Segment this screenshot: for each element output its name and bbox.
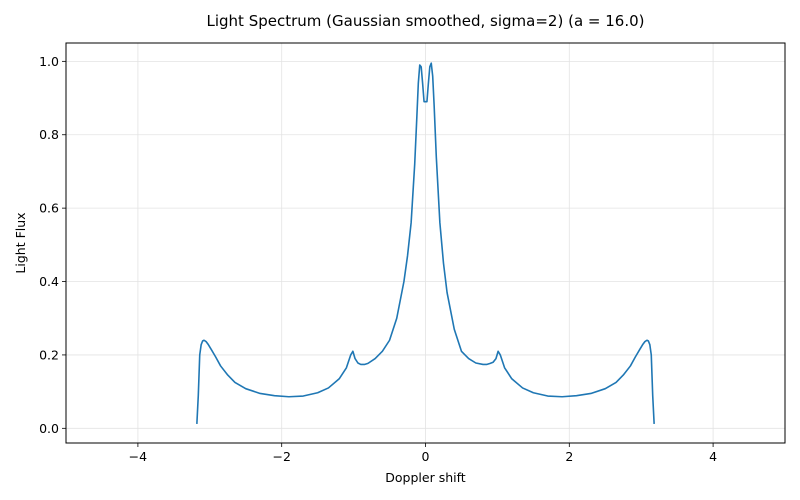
y-tick-label: 1.0 <box>39 54 59 69</box>
x-tick-label: −4 <box>129 449 147 464</box>
y-tick-label: 0.6 <box>39 201 59 216</box>
x-tick-label: 2 <box>565 449 573 464</box>
x-tick-label: 4 <box>709 449 717 464</box>
x-axis: −4 −2 0 2 4 <box>129 443 717 464</box>
series-layer <box>196 62 655 424</box>
y-tick-label: 0.4 <box>39 274 59 289</box>
y-tick-label: 0.0 <box>39 421 59 436</box>
series-line <box>196 62 655 424</box>
chart-title: Light Spectrum (Gaussian smoothed, sigma… <box>207 12 645 30</box>
y-tick-label: 0.2 <box>39 347 59 362</box>
x-axis-label: Doppler shift <box>385 470 466 485</box>
y-tick-label: 0.8 <box>39 127 59 142</box>
y-axis: 0.0 0.2 0.4 0.6 0.8 1.0 <box>39 54 66 436</box>
x-tick-label: −2 <box>272 449 290 464</box>
grid <box>66 43 785 443</box>
x-tick-label: 0 <box>422 449 430 464</box>
y-axis-label: Light Flux <box>13 212 28 273</box>
